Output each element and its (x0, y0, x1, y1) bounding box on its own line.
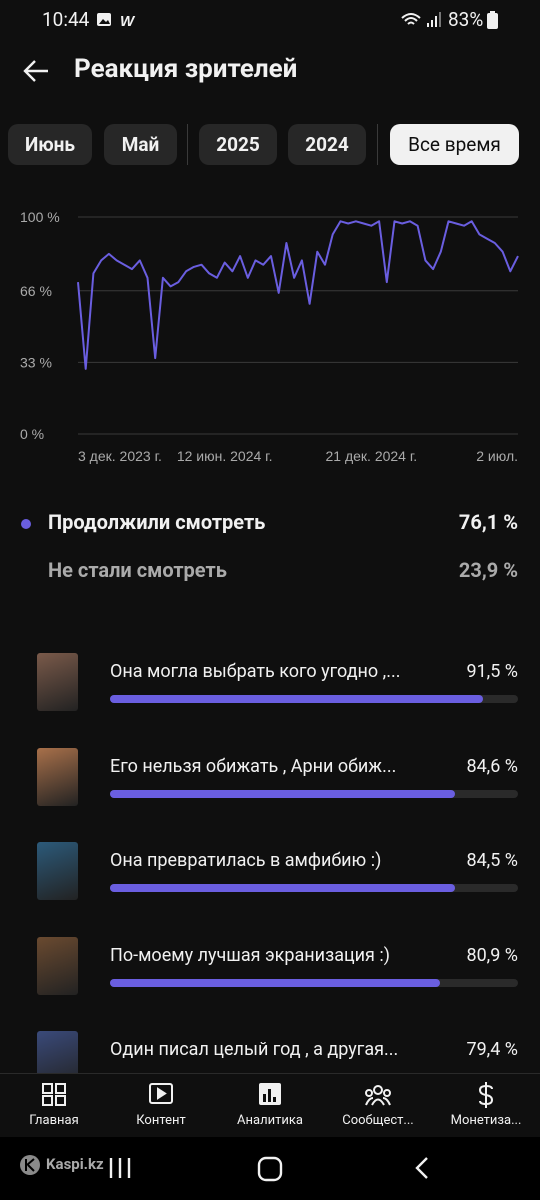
back-button[interactable] (22, 58, 52, 84)
bottom-nav (0, 1073, 540, 1138)
nav-label[interactable]: Контент (136, 1113, 186, 1128)
y-tick-label: 66 % (20, 283, 52, 299)
x-tick-label: 12 июн. 2024 г. (177, 448, 273, 464)
summary-value: 76,1 % (458, 510, 518, 534)
video-thumbnail[interactable] (37, 936, 78, 995)
x-tick-label: 2 июл. (476, 448, 518, 464)
video-percent: 84,6 % (466, 755, 518, 777)
filter-chip[interactable]: Июнь (8, 124, 92, 165)
filter-chip[interactable]: Май (104, 124, 177, 165)
svg-text:W: W (120, 13, 136, 28)
status-icons: W (97, 13, 136, 28)
status-time: 10:44 (42, 8, 90, 31)
y-tick-label: 33 % (20, 354, 52, 370)
nav-icons (42, 1082, 494, 1108)
video-percent: 84,5 % (466, 850, 518, 871)
video-title[interactable]: Она могла выбрать кого угодно ,... (110, 661, 401, 682)
page-title: Реакция зрителей (74, 54, 298, 84)
nav-label[interactable]: Аналитика (237, 1113, 303, 1128)
retention-chart: 0 % 33 % 66 % 100 % 3 дек. 2023 г. 12 июн. 20… (20, 209, 519, 464)
legend-dot (21, 519, 31, 529)
video-title[interactable]: По-моему лучшая экранизация :) (110, 944, 391, 966)
system-nav (0, 1137, 540, 1200)
bar (110, 884, 455, 892)
video-thumbnail[interactable] (37, 842, 78, 900)
retention-line (77, 220, 519, 370)
x-tick-label: 3 дек. 2023 г. (78, 448, 162, 464)
summary-label: Продолжили смотреть (48, 510, 266, 534)
nav-label[interactable]: Главная (29, 1113, 79, 1128)
filter-chip[interactable]: 2025 (199, 124, 277, 165)
watermark: Kaspi.kz (46, 1155, 104, 1173)
summary-label: Не стали смотреть (48, 558, 227, 582)
video-title[interactable]: Его нельзя обижать , Арни обиж... (110, 755, 397, 777)
x-tick-label: 21 дек. 2024 г. (326, 448, 418, 464)
filter-chip[interactable]: 2024 (288, 124, 366, 165)
summary-value: 23,9 % (458, 558, 518, 582)
filter-chip-selected[interactable]: Все время (390, 124, 519, 165)
video-percent: 91,5 % (466, 661, 518, 682)
bar (110, 695, 484, 703)
video-title[interactable]: Она превратилась в амфибию :) (110, 850, 382, 871)
nav-label[interactable]: Монетиза... (450, 1113, 522, 1128)
y-tick-label: 0 % (20, 426, 44, 442)
battery-icon (487, 11, 498, 29)
signal-icons (401, 12, 441, 27)
video-thumbnail[interactable] (37, 653, 78, 711)
video-thumbnail[interactable] (37, 747, 78, 806)
video-percent: 79,4 % (466, 1039, 518, 1060)
bar (110, 978, 441, 987)
video-percent: 80,9 % (466, 944, 518, 966)
chip-separator (377, 124, 378, 165)
nav-label[interactable]: Сообщест... (342, 1113, 414, 1128)
system-nav-icons (20, 1155, 428, 1182)
battery-text: 83% (448, 8, 484, 31)
video-title[interactable]: Один писал целый год , а другая... (110, 1039, 399, 1060)
y-tick-label: 100 % (20, 209, 60, 225)
chip-separator (187, 124, 188, 165)
bar (110, 789, 456, 798)
